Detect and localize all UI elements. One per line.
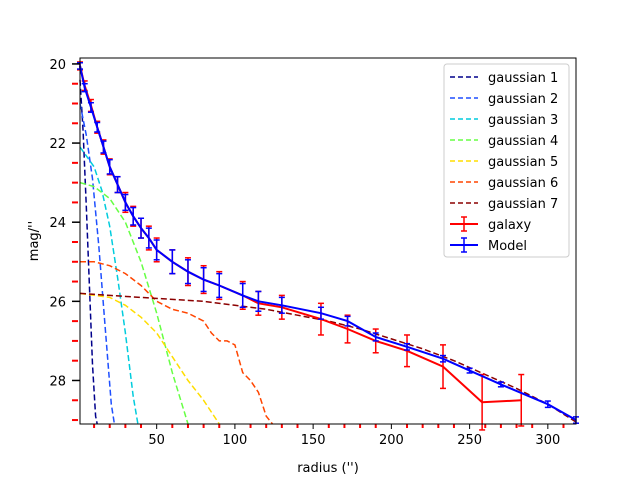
x-tick-label: 150 xyxy=(301,433,326,448)
legend-box xyxy=(443,63,570,258)
series-line xyxy=(79,146,139,425)
legend-label: gaussian 4 xyxy=(488,134,558,149)
legend-label: gaussian 3 xyxy=(488,113,558,128)
x-axis-label: radius ('') xyxy=(297,461,359,476)
x-tick-label: 250 xyxy=(457,433,482,448)
series-gaussian-2 xyxy=(79,103,116,425)
y-tick-label: 22 xyxy=(49,137,66,152)
series-gaussian-4 xyxy=(79,181,189,425)
minor-ticks xyxy=(72,82,565,428)
legend-label: gaussian 5 xyxy=(488,155,558,170)
series-model xyxy=(77,61,579,424)
series-gaussian-6 xyxy=(80,261,274,425)
x-tick-label: 200 xyxy=(379,433,404,448)
series-layer xyxy=(77,61,579,431)
legend-label: galaxy xyxy=(488,218,531,233)
series-line xyxy=(79,103,116,425)
legend-label: gaussian 6 xyxy=(488,176,558,191)
legend: gaussian 1 gaussian 2 gaussian 3 gaussian 4… xyxy=(443,63,570,258)
y-tick-label: 20 xyxy=(49,58,66,73)
x-tick-label: 300 xyxy=(535,433,560,448)
series-gaussian-5 xyxy=(79,292,220,425)
y-axis-label: mag/'' xyxy=(27,221,42,261)
y-tick-label: 28 xyxy=(49,374,66,389)
series-line xyxy=(79,65,577,421)
series-line xyxy=(79,292,220,425)
series-line xyxy=(79,292,577,423)
series-line xyxy=(80,261,274,425)
series-line xyxy=(79,79,98,425)
series-gaussian-1 xyxy=(79,79,98,425)
series-gaussian-3 xyxy=(79,146,139,425)
y-tick-label: 24 xyxy=(49,216,66,231)
y-axis: 20 22 24 26 28 xyxy=(49,58,80,389)
x-tick-label: 100 xyxy=(222,433,247,448)
legend-label: gaussian 1 xyxy=(488,71,558,86)
x-tick-label: 50 xyxy=(148,433,165,448)
series-gaussian-7 xyxy=(79,292,577,423)
y-tick-label: 26 xyxy=(49,295,66,310)
legend-label: gaussian 7 xyxy=(488,197,558,212)
series-line xyxy=(79,181,189,425)
legend-label: gaussian 2 xyxy=(488,92,558,107)
plot-frame xyxy=(79,57,577,425)
x-axis: 50 100 150 200 250 300 xyxy=(148,424,560,448)
legend-label: Model xyxy=(488,239,527,254)
